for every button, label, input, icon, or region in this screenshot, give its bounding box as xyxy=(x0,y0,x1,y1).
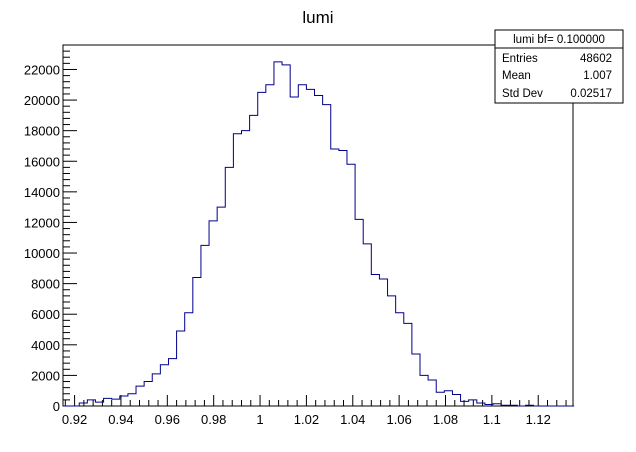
stats-mean-label: Mean xyxy=(502,70,531,82)
y-tick-label: 8000 xyxy=(31,277,60,292)
stats-stddev-label: Std Dev xyxy=(502,88,543,100)
y-tick-label: 22000 xyxy=(24,62,60,77)
stats-stddev-value: 0.02517 xyxy=(570,88,612,100)
histogram-line xyxy=(63,61,575,407)
y-tick-label: 20000 xyxy=(24,93,60,108)
stats-box-header: lumi bf= 0.100000 xyxy=(513,34,605,46)
y-tick-label: 12000 xyxy=(24,215,60,230)
x-tick-label: 0.92 xyxy=(62,412,87,427)
y-tick-label: 10000 xyxy=(24,246,60,261)
stats-mean-value: 1.007 xyxy=(583,70,612,82)
y-tick-label: 18000 xyxy=(24,124,60,139)
plot-frame xyxy=(62,44,574,407)
y-tick-label: 6000 xyxy=(31,307,60,322)
stats-entries-value: 48602 xyxy=(580,53,612,65)
x-tick-label: 1.12 xyxy=(526,412,551,427)
x-tick-label: 1.1 xyxy=(483,412,501,427)
y-tick-label: 0 xyxy=(53,399,60,414)
x-tick-label: 1.06 xyxy=(386,412,411,427)
y-tick-label: 16000 xyxy=(24,154,60,169)
x-tick-label: 0.94 xyxy=(108,412,133,427)
y-tick-label: 2000 xyxy=(31,368,60,383)
x-tick-label: 1.02 xyxy=(294,412,319,427)
x-tick-label: 1 xyxy=(256,412,263,427)
x-tick-label: 0.96 xyxy=(155,412,180,427)
x-axis: 0.92 0.94 0.96 0.98 1 1.02 1.04 1.06 1.08 1.1 1.12 xyxy=(62,395,567,427)
y-tick-label: 14000 xyxy=(24,185,60,200)
stats-box-frame xyxy=(494,29,624,104)
stats-entries-label: Entries xyxy=(502,53,538,65)
y-axis: 0 2000 4000 6000 8000 10000 12000 14000 16000 180… xyxy=(24,44,77,414)
y-tick-label: 4000 xyxy=(31,338,60,353)
x-tick-label: 1.04 xyxy=(340,412,365,427)
x-tick-label: 1.08 xyxy=(433,412,458,427)
chart-title: lumi xyxy=(302,8,333,27)
stats-box: lumi bf= 0.100000 Entries 48602 Mean 1.0… xyxy=(494,29,624,104)
x-tick-label: 0.98 xyxy=(201,412,226,427)
